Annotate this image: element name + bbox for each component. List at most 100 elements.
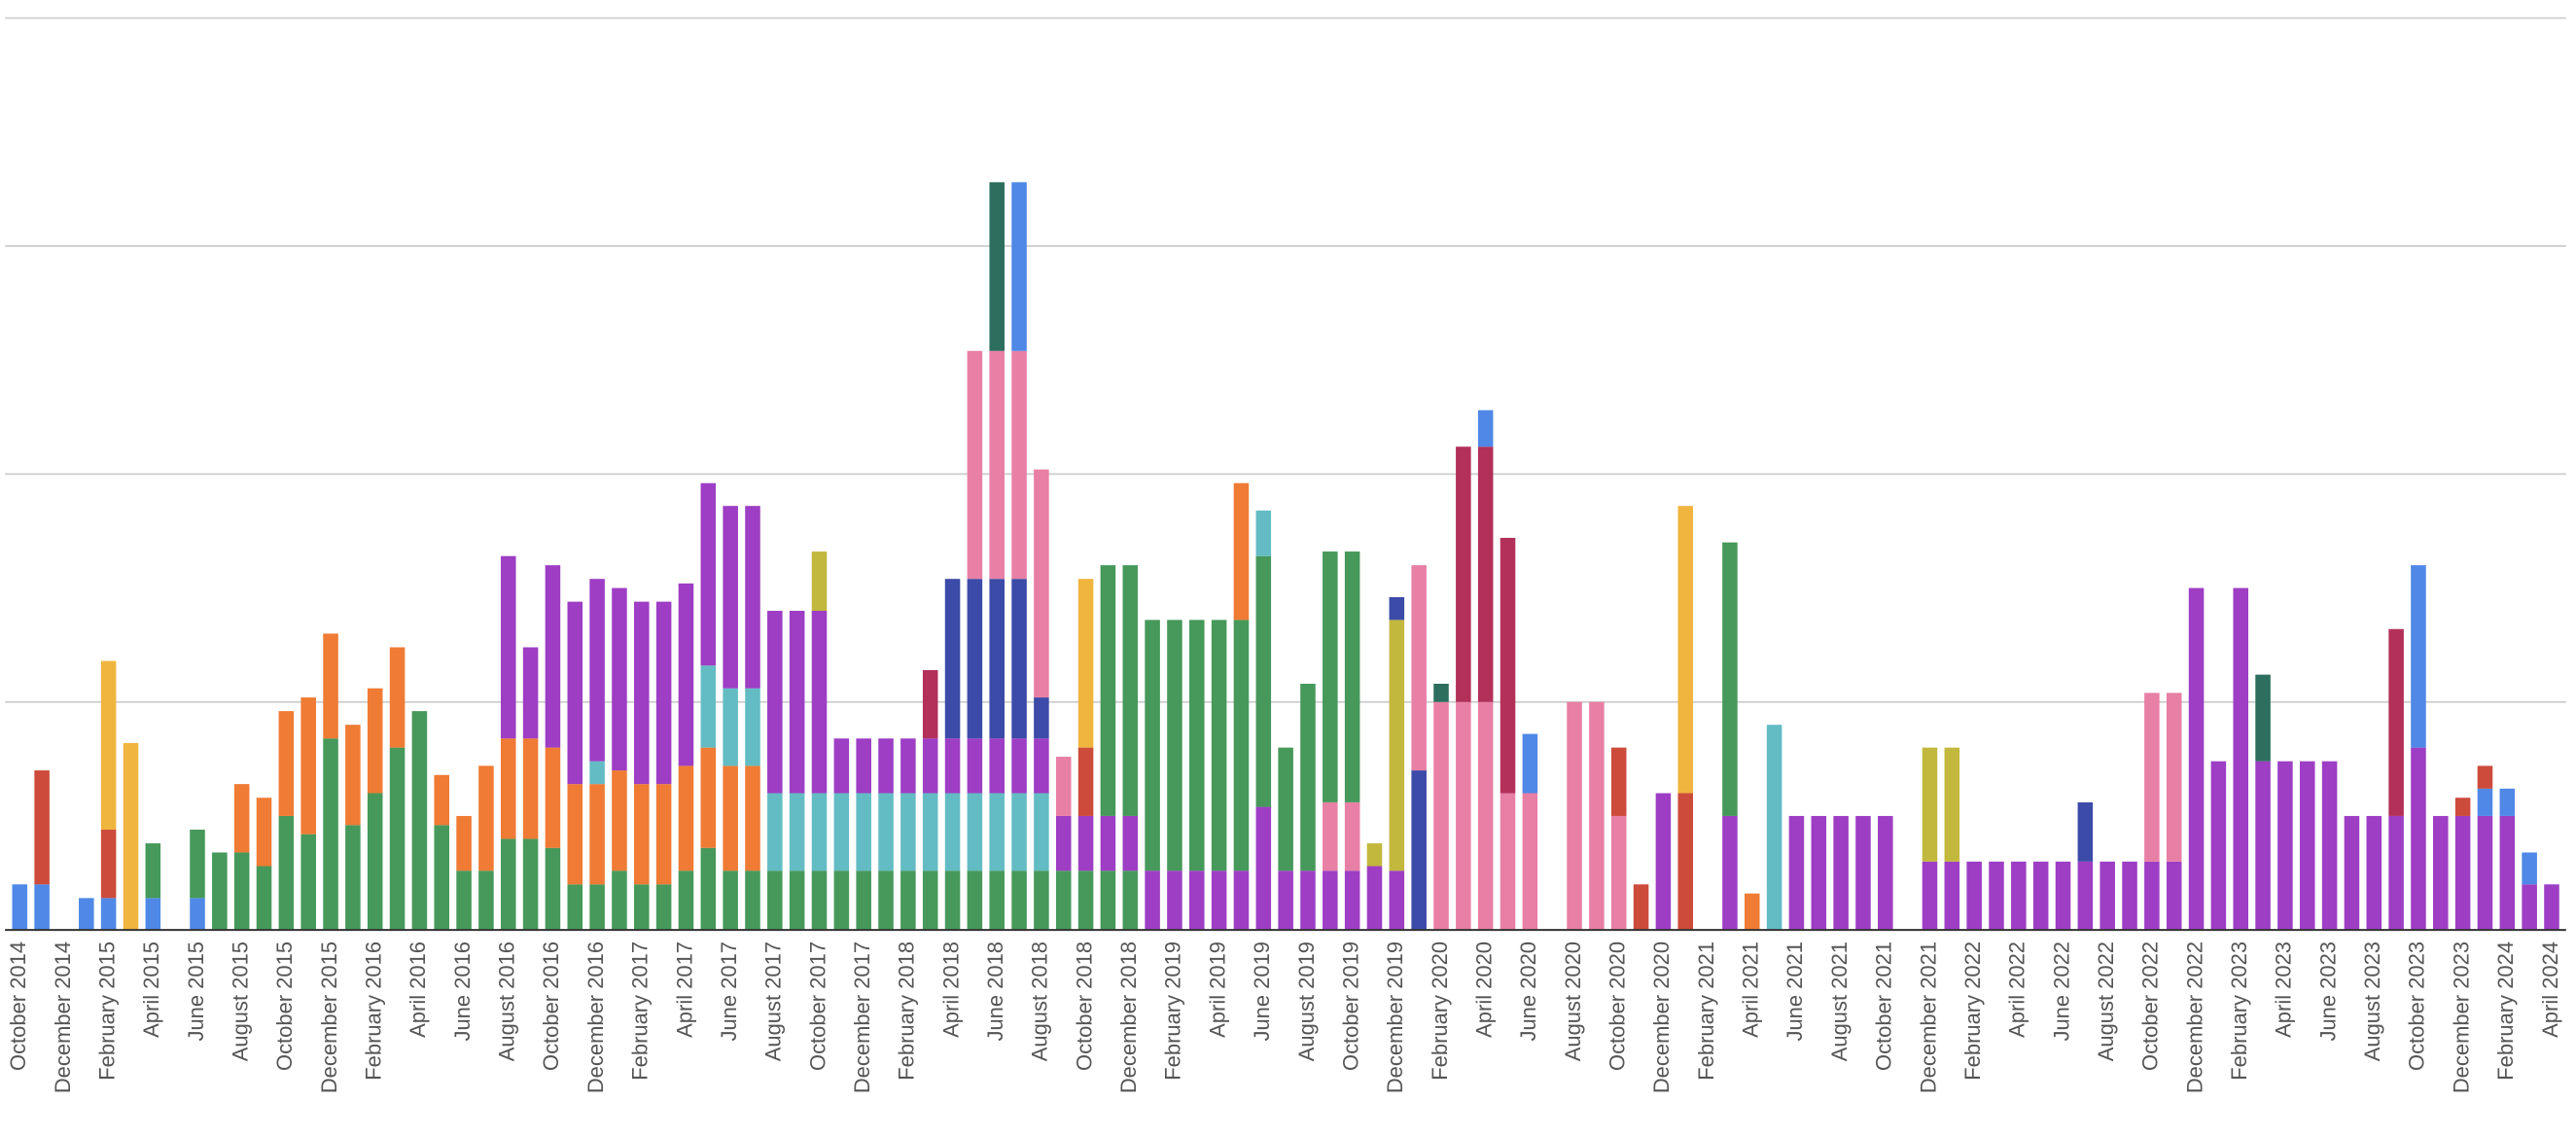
bar-segment — [1300, 684, 1316, 871]
x-tick-label: December 2017 — [850, 942, 874, 1093]
bar-segment — [1077, 579, 1094, 748]
x-tick-label: April 2023 — [2272, 942, 2296, 1038]
bar-segment — [967, 350, 983, 580]
bar-segment — [1323, 871, 1338, 931]
bar-segment — [745, 688, 760, 766]
bar-segment — [1011, 738, 1027, 794]
bar-segment — [212, 852, 228, 931]
bar-segment — [100, 830, 117, 899]
bar-segment — [1278, 747, 1293, 871]
bar-segment — [1323, 801, 1338, 871]
bar-segment — [233, 784, 250, 853]
bar-segment — [1189, 871, 1205, 931]
bar-segment — [1922, 747, 1938, 862]
x-tick-label: February 2017 — [628, 942, 653, 1081]
bar-segment — [434, 825, 450, 931]
bar-segment — [678, 765, 694, 871]
x-tick-label: October 2019 — [1338, 942, 1362, 1071]
bar-segment — [2100, 861, 2115, 931]
x-tick-label: October 2015 — [272, 942, 297, 1071]
bar-segment — [456, 815, 472, 871]
bar-segment — [500, 838, 516, 931]
bar-segment — [1034, 871, 1049, 931]
bar-segment — [434, 774, 450, 826]
bar-segment — [2299, 761, 2315, 931]
bar-segment — [811, 793, 828, 871]
bar-segment — [922, 871, 938, 931]
bar-segment — [1100, 815, 1116, 871]
x-tick-label: February 2020 — [1428, 942, 1452, 1081]
bar-segment — [1922, 861, 1938, 931]
bar-segment — [1344, 551, 1360, 802]
bar-segment — [922, 738, 938, 794]
bar-segment — [1477, 446, 1494, 702]
bar-segment — [1011, 182, 1027, 351]
bar-segment — [367, 688, 383, 794]
bar-segment — [2454, 815, 2471, 931]
bar-segment — [700, 747, 717, 848]
bar-segment — [2388, 815, 2404, 931]
bar-segment — [1167, 871, 1182, 931]
bar-segment — [1433, 684, 1449, 702]
bar-segment — [2321, 761, 2338, 931]
bar-segment — [1100, 871, 1116, 931]
bar-segment — [833, 738, 850, 794]
bar-segment — [411, 711, 428, 931]
bar-segment — [967, 793, 983, 871]
bar-segment — [545, 565, 561, 748]
bar-segment — [2144, 861, 2160, 931]
x-tick-label: August 2018 — [1028, 942, 1052, 1061]
bar-segment — [922, 669, 938, 739]
bar-segment — [1122, 815, 1139, 871]
bar-segment — [1677, 506, 1694, 794]
x-tick-label: April 2017 — [672, 942, 696, 1038]
bar-segment — [1055, 815, 1072, 871]
x-tick-label: June 2018 — [983, 942, 1007, 1042]
bar-segment — [878, 793, 894, 871]
bar-segment — [2032, 861, 2049, 931]
bar-segment — [1989, 861, 2004, 931]
bar-segment — [1344, 871, 1360, 931]
bar-segment — [2144, 693, 2160, 862]
bar-segment — [900, 871, 916, 931]
bar-segment — [1100, 565, 1116, 816]
x-tick-label: August 2015 — [228, 942, 252, 1061]
bar-segment — [2544, 884, 2559, 931]
bar-segment — [100, 898, 117, 931]
bar-segment — [1077, 815, 1094, 871]
bar-segment — [300, 697, 316, 835]
bar-segment — [2011, 861, 2027, 931]
bar-segment — [967, 871, 983, 931]
bar-segment — [1122, 565, 1139, 816]
bar-segment — [856, 738, 871, 794]
bar-segment — [2477, 815, 2493, 931]
x-tick-label: October 2020 — [1606, 942, 1630, 1071]
bar-segment — [2166, 861, 2182, 931]
bar-segment — [789, 610, 805, 794]
bar-segment — [567, 601, 583, 785]
bar-segment — [1255, 806, 1272, 931]
bar-segment — [2233, 587, 2249, 931]
x-tick-label: October 2023 — [2405, 942, 2429, 1071]
x-tick-label: February 2021 — [1694, 942, 1718, 1081]
bar-segment — [1011, 871, 1027, 931]
bar-segment — [989, 350, 1005, 580]
bar-segment — [989, 871, 1005, 931]
x-tick-label: December 2021 — [1916, 942, 1940, 1093]
x-tick-label: June 2022 — [2049, 942, 2073, 1042]
bar-segment — [811, 610, 828, 794]
bar-segment — [2433, 815, 2449, 931]
x-tick-label: December 2015 — [317, 942, 341, 1093]
x-tick-label: December 2020 — [1649, 942, 1674, 1093]
x-tick-label: June 2021 — [1782, 942, 1807, 1042]
bar-segment — [1344, 801, 1360, 871]
bar-segment — [1589, 701, 1605, 931]
bar-segment — [12, 884, 28, 931]
bar-segment — [589, 761, 605, 785]
bar-segment — [34, 884, 50, 931]
x-tick-label: December 2016 — [583, 942, 608, 1093]
x-tick-label: October 2022 — [2138, 942, 2163, 1071]
bar-segment — [1077, 747, 1094, 816]
bar-segment — [745, 871, 760, 931]
